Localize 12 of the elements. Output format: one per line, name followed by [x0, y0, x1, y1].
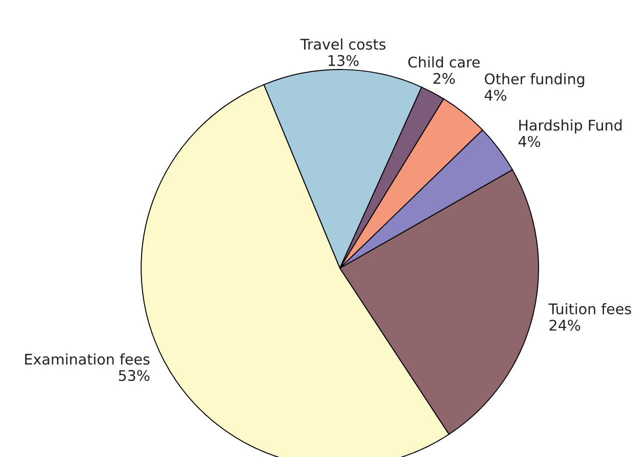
- slice-label: Travel costs: [300, 38, 386, 50]
- slice-label: Other funding: [484, 73, 584, 88]
- slice-label: Examination fees: [25, 353, 150, 365]
- data-label: 13%: [328, 55, 359, 66]
- slice-label: Tuition fees: [548, 303, 632, 314]
- data-label: 4%: [518, 136, 540, 148]
- data-label: 2%: [434, 72, 455, 84]
- data-label: 53%: [118, 370, 150, 382]
- slice-label: Hardship Fund: [519, 119, 622, 134]
- slice-label: Child care: [408, 56, 480, 68]
- data-label: 4%: [484, 90, 506, 101]
- data-label: 24%: [550, 320, 580, 331]
